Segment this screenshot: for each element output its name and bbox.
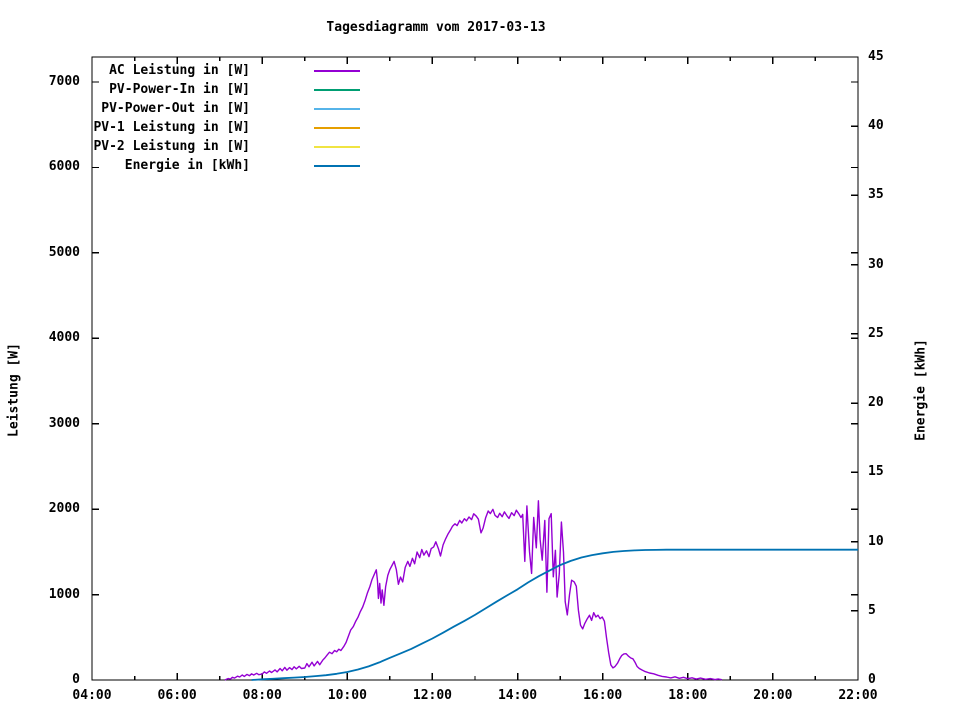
legend-item-label: PV-Power-In in [W] <box>109 82 250 97</box>
x-tick-label: 08:00 <box>242 688 282 703</box>
x-tick-label: 10:00 <box>327 688 367 703</box>
y-right-tick-label: 10 <box>868 533 884 549</box>
x-tick-label: 18:00 <box>668 688 708 703</box>
x-tick-label: 04:00 <box>72 688 112 703</box>
legend-color-sample <box>314 165 360 167</box>
y-right-tick-label: 5 <box>868 602 876 618</box>
legend-color-sample <box>314 108 360 110</box>
y-left-tick-label: 7000 <box>48 74 80 90</box>
y-right-tick-label: 0 <box>868 672 876 687</box>
legend-item-label: PV-1 Leistung in [W] <box>93 120 250 135</box>
legend-item-label: PV-2 Leistung in [W] <box>93 139 250 154</box>
y-left-tick-label: 4000 <box>48 330 80 346</box>
y-left-tick-label: 5000 <box>48 244 80 260</box>
y-right-tick-label: 15 <box>868 464 884 480</box>
series-line-ac-leistung-in-w <box>224 500 722 681</box>
legend-item-label: PV-Power-Out in [W] <box>101 101 250 116</box>
y-left-tick-label: 0 <box>72 672 80 687</box>
y-right-tick-label: 45 <box>868 49 884 64</box>
x-tick-label: 14:00 <box>497 688 538 703</box>
legend-item-label: Energie in [kWh] <box>124 158 250 173</box>
x-tick-label: 06:00 <box>157 688 197 703</box>
legend-color-sample <box>314 146 360 148</box>
y-left-tick-label: 3000 <box>48 415 80 431</box>
y-left-tick-label: 2000 <box>48 501 80 517</box>
series-line-energie-in-kwh <box>251 548 858 681</box>
y-right-tick-label: 35 <box>868 187 884 203</box>
y-right-tick-label: 30 <box>868 256 884 272</box>
y-left-tick-label: 6000 <box>48 159 80 175</box>
legend-color-sample <box>314 127 360 129</box>
x-tick-label: 20:00 <box>753 688 793 703</box>
chart-title: Tagesdiagramm vom 2017-03-13 <box>326 20 546 35</box>
legend-color-sample <box>314 89 360 91</box>
x-tick-label: 22:00 <box>838 688 878 703</box>
y-right-tick-label: 20 <box>868 395 884 411</box>
y-left-tick-label: 1000 <box>48 586 80 602</box>
x-tick-label: 16:00 <box>583 688 623 703</box>
legend-item-label: AC Leistung in [W] <box>109 63 250 78</box>
y-right-tick-label: 25 <box>868 325 884 341</box>
y-right-tick-label: 40 <box>868 118 884 134</box>
legend-color-sample <box>314 70 360 72</box>
x-tick-label: 12:00 <box>412 688 453 703</box>
